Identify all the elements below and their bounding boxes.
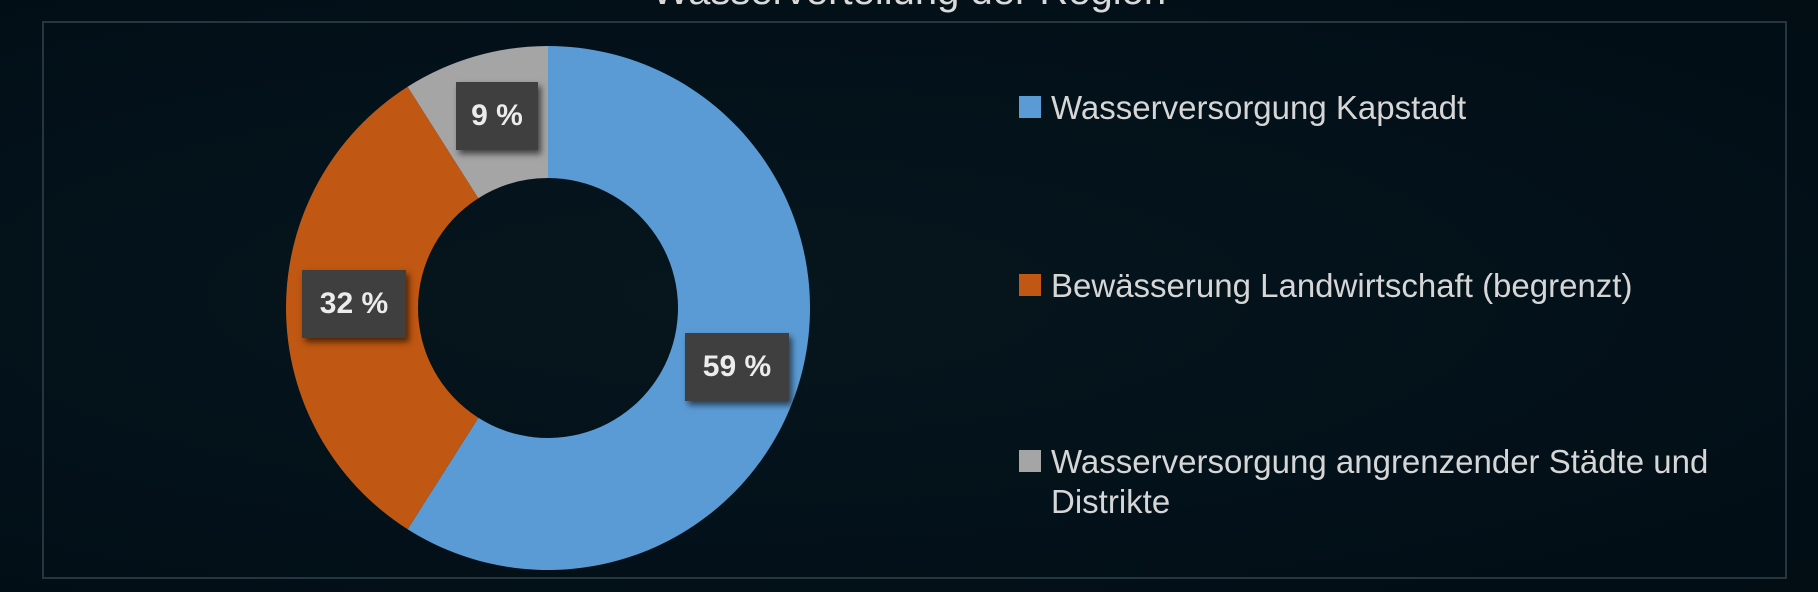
legend-label: Wasserversorgung angrenzender Städte und… xyxy=(1051,443,1709,520)
legend-label: Bewässerung Landwirtschaft (begrenzt) xyxy=(1051,267,1633,304)
slice-value-label: 32 % xyxy=(302,270,406,338)
legend-swatch xyxy=(1019,274,1041,296)
legend-swatch xyxy=(1019,96,1041,118)
chart-frame xyxy=(42,21,1787,579)
legend-swatch xyxy=(1019,450,1041,472)
legend-item-landwirtschaft: Bewässerung Landwirtschaft (begrenzt) xyxy=(1019,266,1632,306)
slice-value-label: 59 % xyxy=(685,333,789,401)
legend-item-staedte: Wasserversorgung angrenzender Städte und… xyxy=(1019,442,1751,522)
slice-value-label: 9 % xyxy=(456,82,538,150)
legend-item-kapstadt: Wasserversorgung Kapstadt xyxy=(1019,88,1466,128)
chart-title: Wasserverteilung der Region xyxy=(0,0,1818,16)
legend-label: Wasserversorgung Kapstadt xyxy=(1051,89,1467,126)
donut-slice-0 xyxy=(407,46,810,570)
